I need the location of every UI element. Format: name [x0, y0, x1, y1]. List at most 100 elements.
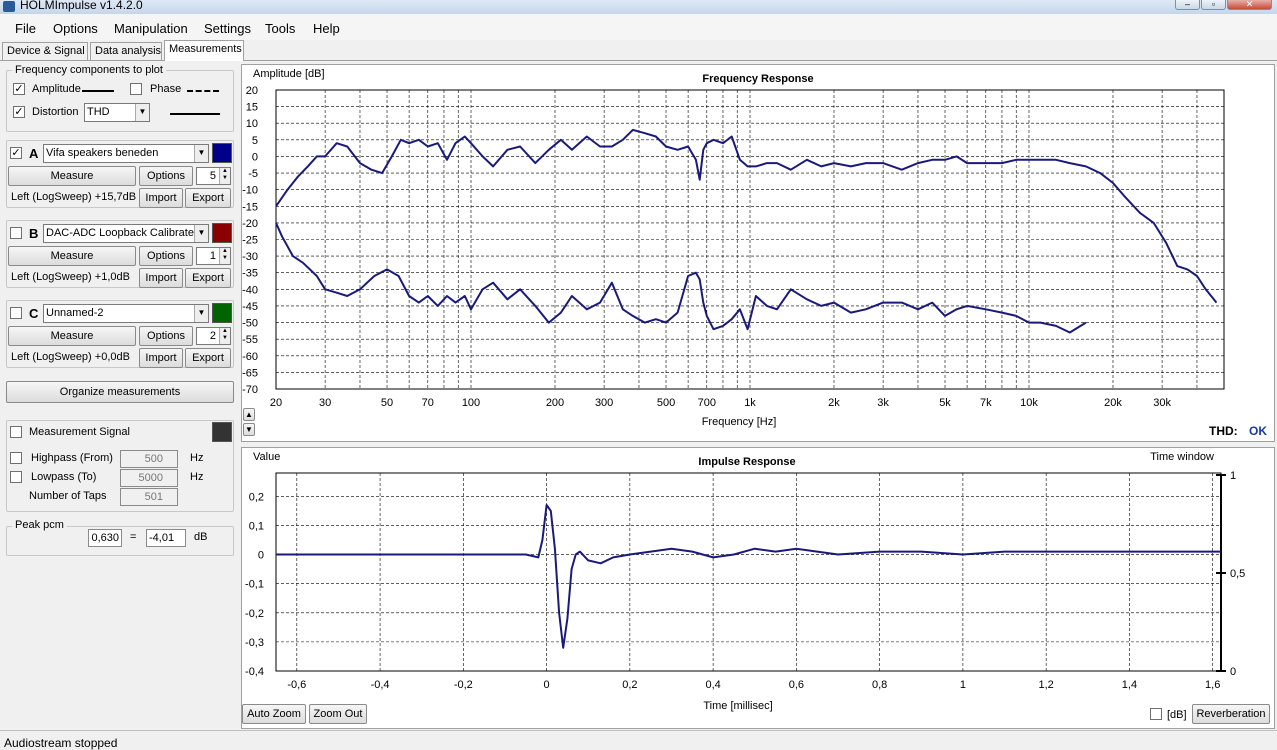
minimize-icon[interactable]: – [1175, 0, 1200, 10]
taps-label: Number of Taps [29, 490, 107, 502]
chart-title: Frequency Response [702, 73, 813, 85]
measurement-c-checkbox[interactable] [10, 307, 22, 319]
x-tick-label: 300 [595, 397, 613, 409]
y-tick-label: -5 [248, 168, 258, 180]
measurement-c-export-button[interactable]: Export [185, 348, 231, 368]
organize-measurements-button[interactable]: Organize measurements [6, 381, 234, 403]
tab-divider [0, 60, 1277, 61]
impulse-response-chart[interactable]: -0,6 -0,4 -0,2 0 0,2 0,4 0,6 0,8 1 1,2 1,4 1,6 0,2 0,… [242, 448, 1274, 728]
scroll-up-icon[interactable]: ▲ [243, 408, 255, 421]
spinner-arrows-icon[interactable]: ▲ ▼ [219, 328, 230, 344]
measurement-b-measure-button[interactable]: Measure [8, 246, 136, 266]
measurement-a-checkbox[interactable]: ✓ [10, 147, 22, 159]
measurement-b-count-spinner[interactable]: 1 ▲ ▼ [196, 247, 231, 265]
menu-help[interactable]: Help [313, 21, 340, 36]
measurement-a-options-button[interactable]: Options [139, 166, 193, 186]
maximize-icon[interactable]: ▫ [1201, 0, 1226, 10]
measurement-b-checkbox[interactable] [10, 227, 22, 239]
measurement-c-import-button[interactable]: Import [139, 348, 183, 368]
measurement-b-options-button[interactable]: Options [139, 246, 193, 266]
y-tick-label: -65 [242, 367, 258, 379]
tab-measurements[interactable]: Measurements [164, 40, 244, 61]
measurement-c-measure-button[interactable]: Measure [8, 326, 136, 346]
lowpass-checkbox[interactable] [10, 471, 22, 483]
tab-device-signal[interactable]: Device & Signal [2, 42, 88, 60]
amplitude-checkbox[interactable]: ✓ [13, 83, 25, 95]
measurement-c-color-swatch[interactable] [212, 303, 232, 323]
y-tick-label: -45 [242, 301, 258, 313]
auto-zoom-button[interactable]: Auto Zoom [242, 704, 306, 724]
peak-db-value: -4,01 [146, 529, 186, 547]
y-tick-label: 0 [252, 151, 258, 163]
x-axis-label: Time [millisec] [703, 700, 772, 712]
title-bar: HOLMImpulse v1.4.2.0 – ▫ ✕ [0, 0, 1277, 14]
phase-checkbox[interactable] [130, 83, 142, 95]
measurement-c-count-spinner[interactable]: 2 ▲ ▼ [196, 327, 231, 345]
spinner-arrows-icon[interactable]: ▲ ▼ [219, 248, 230, 264]
y-tick-label: 0 [258, 550, 264, 562]
x-tick-label: 200 [546, 397, 564, 409]
menu-file[interactable]: File [15, 21, 36, 36]
x-tick-label: 1 [960, 679, 966, 691]
measurement-a-export-button[interactable]: Export [185, 188, 231, 208]
window-title: HOLMImpulse v1.4.2.0 [20, 0, 143, 12]
measurement-a-import-button[interactable]: Import [139, 188, 183, 208]
reverberation-button[interactable]: Reverberation [1192, 704, 1270, 724]
close-icon[interactable]: ✕ [1227, 0, 1272, 10]
impulse-response-panel: -0,6 -0,4 -0,2 0 0,2 0,4 0,6 0,8 1 1,2 1,4 1,6 0,2 0,… [241, 447, 1275, 729]
thd-status: OK [1249, 424, 1267, 438]
measurement-a-color-swatch[interactable] [212, 143, 232, 163]
highpass-unit: Hz [190, 452, 204, 464]
taps-value: 501 [144, 491, 163, 503]
x-axis-label: Frequency [Hz] [702, 416, 777, 428]
highpass-input[interactable]: 500 [120, 450, 178, 468]
peak-db-unit: dB [194, 531, 208, 543]
zoom-out-button[interactable]: Zoom Out [309, 704, 367, 724]
measurement-a-measure-button[interactable]: Measure [8, 166, 136, 186]
menu-settings[interactable]: Settings [204, 21, 251, 36]
measurement-b-import-button[interactable]: Import [139, 268, 183, 288]
frequency-response-chart[interactable]: 20151050-5-10-15-20-25-30-35-40-45-50-55… [242, 65, 1274, 441]
x-tick-label: 70 [422, 397, 434, 409]
measurement-b-select[interactable]: DAC-ADC Loopback Calibrated ▼ [43, 224, 209, 243]
y-tick-label: -0,1 [245, 579, 264, 591]
y2-tick-label: 0,5 [1230, 568, 1245, 580]
spinner-arrows-icon[interactable]: ▲ ▼ [219, 168, 230, 184]
amplitude-line-style [82, 90, 114, 92]
measurement-c-select[interactable]: Unnamed-2 ▼ [43, 304, 209, 323]
measurement-c-group [6, 300, 234, 368]
menu-tools[interactable]: Tools [265, 21, 296, 36]
highpass-checkbox[interactable] [10, 452, 22, 464]
y-tick-label: -15 [242, 201, 258, 213]
distortion-select[interactable]: THD ▼ [84, 103, 150, 122]
x-tick-label: 50 [381, 397, 393, 409]
frequency-components-title: Frequency components to plot [12, 64, 166, 76]
measurement-a-select[interactable]: Vifa speakers beneden ▼ [43, 144, 209, 163]
y-tick-label: -50 [242, 318, 258, 330]
y-tick-label: -35 [242, 268, 258, 280]
peak-title: Peak pcm [12, 519, 67, 531]
db-checkbox[interactable] [1150, 708, 1162, 720]
measurement-signal-color-swatch[interactable] [212, 422, 232, 442]
measurement-signal-checkbox[interactable] [10, 426, 22, 438]
menu-options[interactable]: Options [53, 21, 98, 36]
measurement-c-count: 2 [209, 330, 216, 342]
chevron-down-icon: ▼ [194, 145, 208, 162]
measurement-b-color-swatch[interactable] [212, 223, 232, 243]
y-tick-label: -0,3 [245, 637, 264, 649]
scroll-down-icon[interactable]: ▼ [243, 423, 255, 436]
measurement-b-export-button[interactable]: Export [185, 268, 231, 288]
measurement-a-count-spinner[interactable]: 5 ▲ ▼ [196, 167, 231, 185]
measurement-a-group [6, 140, 234, 208]
taps-input[interactable]: 501 [120, 488, 178, 506]
status-text: Audiostream stopped [4, 736, 118, 750]
measurement-c-options-button[interactable]: Options [139, 326, 193, 346]
lowpass-input[interactable]: 5000 [120, 469, 178, 487]
menu-manipulation[interactable]: Manipulation [114, 21, 188, 36]
status-bar: Audiostream stopped [0, 730, 1277, 750]
distortion-checkbox[interactable]: ✓ [13, 106, 25, 118]
frequency-components-group [6, 70, 234, 132]
tab-data-analysis[interactable]: Data analysis [90, 42, 162, 60]
left-panel: Frequency components to plot ✓ Amplitude… [0, 60, 240, 730]
phase-label: Phase [150, 83, 182, 95]
